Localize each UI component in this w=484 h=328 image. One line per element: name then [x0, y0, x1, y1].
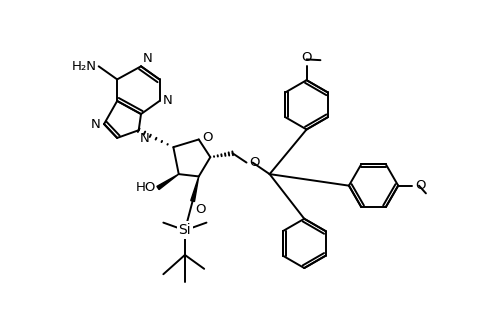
Text: O: O — [196, 203, 206, 216]
Text: N: N — [91, 117, 101, 131]
Text: Si: Si — [179, 223, 191, 237]
Polygon shape — [191, 176, 199, 201]
Text: N: N — [143, 52, 152, 65]
Text: O: O — [250, 156, 260, 169]
Text: O: O — [415, 179, 425, 192]
Text: HO: HO — [135, 181, 156, 195]
Text: H₂N: H₂N — [71, 60, 96, 73]
Text: O: O — [203, 132, 213, 144]
Polygon shape — [157, 174, 179, 190]
Text: O: O — [302, 51, 312, 64]
Text: N: N — [140, 132, 150, 145]
Text: N: N — [163, 94, 172, 108]
